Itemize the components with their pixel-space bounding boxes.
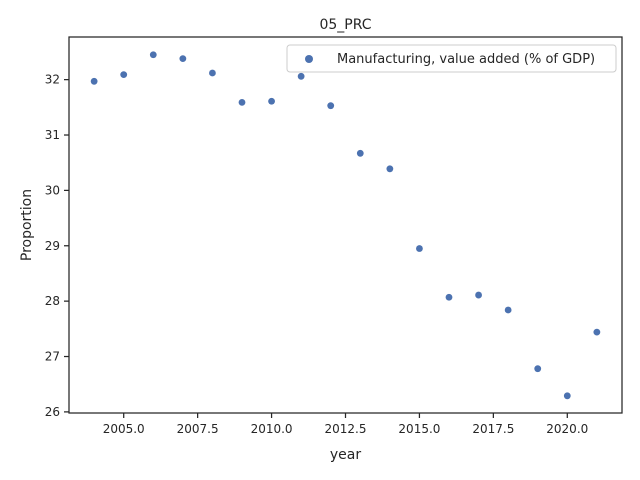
y-axis-label: Proportion (19, 189, 35, 261)
scatter-point (563, 392, 571, 400)
data-points (90, 51, 601, 400)
scatter-point (416, 245, 423, 252)
scatter-point (120, 71, 128, 79)
legend-label: Manufacturing, value added (% of GDP) (337, 52, 595, 67)
legend-marker (305, 55, 313, 63)
scatter-point (445, 293, 453, 301)
x-tick-label: 2020.0 (546, 422, 588, 436)
x-axis-label: year (330, 447, 361, 463)
scatter-point (504, 306, 512, 314)
scatter-point (179, 55, 187, 62)
scatter-point (356, 149, 364, 157)
y-tick-label: 27 (45, 350, 60, 364)
x-tick-label: 2012.5 (325, 422, 367, 436)
y-tick-label: 28 (45, 294, 60, 308)
plot-frame (68, 36, 623, 414)
x-tick-label: 2010.0 (251, 422, 293, 436)
scatter-point (475, 291, 482, 299)
legend-box (286, 44, 617, 73)
scatter-point (268, 97, 275, 105)
scatter-point (90, 77, 98, 85)
x-tick-label: 2005.0 (103, 422, 145, 436)
x-tick-label: 2015.0 (398, 422, 440, 436)
x-tick-label: 2007.5 (177, 422, 219, 436)
y-tick-label: 30 (45, 183, 60, 197)
axis-ticks: 2005.0 2007.5 2010.0 2012.5 2015.0 2017.5 2020… (45, 73, 589, 436)
scatter-point (238, 98, 246, 106)
legend: Manufacturing, value added (% of GDP) (286, 44, 617, 73)
scatter-point (327, 102, 335, 110)
y-tick-label: 31 (45, 128, 60, 142)
y-tick-label: 26 (45, 405, 60, 419)
scatter-point (386, 165, 394, 173)
chart-title: 05_PRC (319, 17, 371, 33)
scatter-point (593, 328, 601, 336)
scatter-point (209, 69, 216, 77)
y-tick-label: 32 (45, 73, 60, 87)
scatter-point (297, 72, 305, 80)
scatter-point (149, 51, 157, 59)
scatter-point (534, 365, 542, 373)
x-tick-label: 2017.5 (472, 422, 514, 436)
y-tick-label: 29 (45, 239, 60, 253)
